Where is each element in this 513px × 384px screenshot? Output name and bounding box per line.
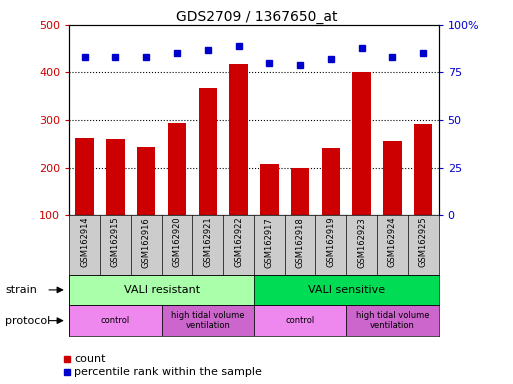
Text: strain: strain [5,285,37,295]
Bar [162,305,254,336]
Text: percentile rank within the sample: percentile rank within the sample [74,367,262,377]
Text: GSM162924: GSM162924 [388,217,397,267]
Text: GSM162918: GSM162918 [295,217,305,268]
Bar [168,123,186,215]
Bar [414,124,432,215]
Text: GSM162923: GSM162923 [357,217,366,268]
Bar [199,88,217,215]
Bar [254,275,439,305]
Bar [346,305,439,336]
Text: VALI resistant: VALI resistant [124,285,200,295]
Bar [260,164,279,215]
Text: high tidal volume
ventilation: high tidal volume ventilation [171,311,245,330]
Text: VALI sensitive: VALI sensitive [308,285,385,295]
Bar [69,305,162,336]
Bar [383,141,402,215]
Text: GSM162917: GSM162917 [265,217,274,268]
Bar [106,139,125,215]
Text: GSM162920: GSM162920 [172,217,182,267]
Text: high tidal volume
ventilation: high tidal volume ventilation [356,311,429,330]
Bar [322,148,340,215]
Bar [69,275,254,305]
Bar [229,64,248,215]
Bar [137,147,155,215]
Bar [254,305,346,336]
Text: GSM162921: GSM162921 [203,217,212,267]
Text: control: control [101,316,130,325]
Text: GSM162922: GSM162922 [234,217,243,267]
Text: GSM162925: GSM162925 [419,217,428,267]
Bar [291,168,309,215]
Text: control: control [285,316,315,325]
Bar [75,137,94,215]
Text: count: count [74,354,106,364]
Text: GSM162919: GSM162919 [326,217,336,267]
Text: GSM162916: GSM162916 [142,217,151,268]
Text: GSM162915: GSM162915 [111,217,120,267]
Text: GDS2709 / 1367650_at: GDS2709 / 1367650_at [176,10,337,23]
Bar [352,72,371,215]
Text: GSM162914: GSM162914 [80,217,89,267]
Text: protocol: protocol [5,316,50,326]
